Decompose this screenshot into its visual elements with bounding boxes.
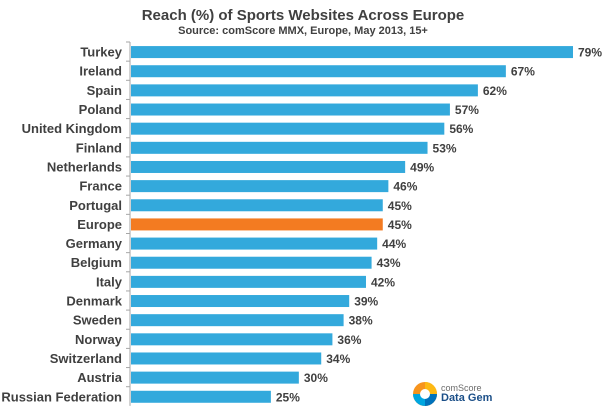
bar-germany <box>131 237 378 250</box>
category-label: Germany <box>66 236 123 251</box>
comscore-logo: comScore Data Gem <box>412 381 522 407</box>
value-label: 36% <box>337 333 361 347</box>
value-label: 43% <box>377 256 401 270</box>
category-label: Sweden <box>73 313 122 328</box>
value-label: 45% <box>388 218 412 232</box>
value-label: 44% <box>382 237 406 251</box>
category-label: Denmark <box>66 294 122 309</box>
value-label: 62% <box>483 84 507 98</box>
value-label: 30% <box>304 371 328 385</box>
category-label: Italy <box>96 274 123 289</box>
bar-united-kingdom <box>131 122 445 135</box>
bar-spain <box>131 84 478 97</box>
logo-product: Data Gem <box>441 392 493 404</box>
bar-italy <box>131 275 366 288</box>
category-label: Turkey <box>80 45 122 60</box>
bar-france <box>131 180 389 193</box>
bar-turkey <box>131 46 573 59</box>
bar-norway <box>131 333 333 346</box>
bar-europe <box>131 218 383 231</box>
value-label: 39% <box>354 295 378 309</box>
value-label: 53% <box>433 141 457 155</box>
category-label: Ireland <box>79 64 122 79</box>
category-label: Belgium <box>71 255 122 270</box>
bar-russian-federation <box>131 390 271 403</box>
bar-belgium <box>131 256 372 269</box>
category-label: Finland <box>76 140 122 155</box>
bar-sweden <box>131 314 344 327</box>
bar-finland <box>131 141 428 154</box>
value-label: 57% <box>455 103 479 117</box>
category-label: Norway <box>75 332 123 347</box>
category-label: Europe <box>77 217 122 232</box>
bar-austria <box>131 371 299 384</box>
value-label: 46% <box>393 180 417 194</box>
bar-portugal <box>131 199 383 212</box>
value-label: 67% <box>511 65 535 79</box>
bar-poland <box>131 103 450 116</box>
chart-title: Reach (%) of Sports Websites Across Euro… <box>141 7 465 24</box>
category-label: Russian Federation <box>1 389 122 404</box>
bar-ireland <box>131 65 506 78</box>
value-label: 25% <box>276 390 300 404</box>
value-label: 38% <box>349 314 373 328</box>
category-label: France <box>79 179 122 194</box>
category-label: Austria <box>77 370 123 385</box>
value-label: 42% <box>371 275 395 289</box>
bar-denmark <box>131 295 350 308</box>
comscore-logo-icon <box>413 382 437 406</box>
logo-name: comScore <box>441 383 482 393</box>
category-label: Netherlands <box>47 159 122 174</box>
chart-subtitle: Source: comScore MMX, Europe, May 2013, … <box>178 25 428 37</box>
value-label: 49% <box>410 160 434 174</box>
category-label: Spain <box>87 83 122 98</box>
category-label: Switzerland <box>50 351 122 366</box>
category-label: Poland <box>79 102 122 117</box>
value-label: 79% <box>578 46 602 60</box>
bar-netherlands <box>131 160 406 173</box>
value-label: 45% <box>388 199 412 213</box>
category-label: United Kingdom <box>22 121 122 136</box>
value-label: 56% <box>449 122 473 136</box>
value-label: 34% <box>326 352 350 366</box>
category-label: Portugal <box>69 198 122 213</box>
bar-switzerland <box>131 352 322 365</box>
